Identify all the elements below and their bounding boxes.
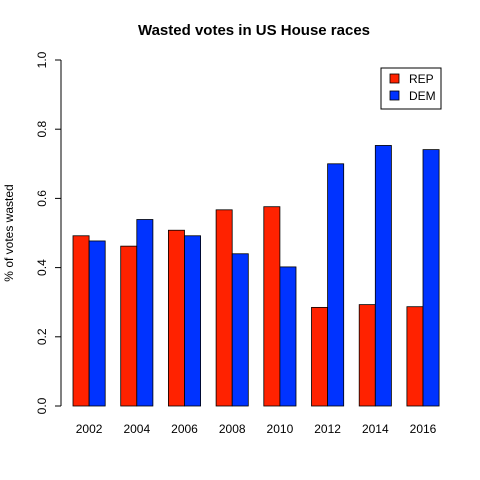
y-axis: 0.0 0.2 0.4 0.6 0.8 1.0 bbox=[35, 51, 62, 414]
bar-rep-2002 bbox=[72, 235, 90, 407]
x-tick-label: 2006 bbox=[171, 422, 198, 436]
bar-rep-2016 bbox=[406, 306, 424, 407]
x-tick-label: 2004 bbox=[123, 422, 150, 436]
legend-box bbox=[380, 67, 442, 110]
bar-dem-2008 bbox=[231, 253, 249, 407]
bar-dem-2016 bbox=[422, 149, 440, 407]
y-tick-label: 0.2 bbox=[35, 328, 49, 345]
legend-label-dem: DEM bbox=[409, 89, 436, 103]
bar-dem-2006 bbox=[184, 235, 202, 407]
bar-rep-2006 bbox=[167, 229, 185, 407]
bar-dem-2002 bbox=[88, 240, 106, 407]
x-tick-label: 2010 bbox=[267, 422, 294, 436]
legend-label-rep: REP bbox=[409, 72, 434, 86]
x-tick-label: 2012 bbox=[314, 422, 341, 436]
y-axis-label: % of votes wasted bbox=[2, 184, 16, 281]
x-tick-label: 2008 bbox=[219, 422, 246, 436]
y-tick-label: 0.6 bbox=[35, 190, 49, 207]
bar-rep-2010 bbox=[263, 206, 281, 407]
bar-dem-2012 bbox=[327, 163, 345, 407]
x-tick-labels: 2002 2004 2006 2008 2010 2012 2014 2016 bbox=[76, 422, 437, 436]
y-tick-label: 0.8 bbox=[35, 121, 49, 138]
x-tick-label: 2016 bbox=[410, 422, 437, 436]
bar-rep-2014 bbox=[358, 304, 376, 407]
legend: REP DEM bbox=[380, 67, 442, 110]
legend-swatch-dem bbox=[389, 90, 400, 101]
legend-swatch-rep bbox=[389, 73, 400, 84]
bar-dem-2014 bbox=[374, 145, 392, 407]
bars bbox=[72, 145, 440, 407]
bar-rep-2004 bbox=[120, 245, 138, 407]
chart-title: Wasted votes in US House races bbox=[138, 22, 370, 39]
bar-dem-2004 bbox=[136, 219, 154, 407]
x-tick-label: 2014 bbox=[362, 422, 389, 436]
y-tick-label: 1.0 bbox=[35, 51, 49, 68]
bar-dem-2010 bbox=[279, 266, 297, 407]
bar-rep-2012 bbox=[311, 306, 329, 407]
bar-rep-2008 bbox=[215, 209, 233, 407]
y-tick-label: 0.0 bbox=[35, 397, 49, 414]
y-tick-label: 0.4 bbox=[35, 259, 49, 276]
x-tick-label: 2002 bbox=[76, 422, 103, 436]
